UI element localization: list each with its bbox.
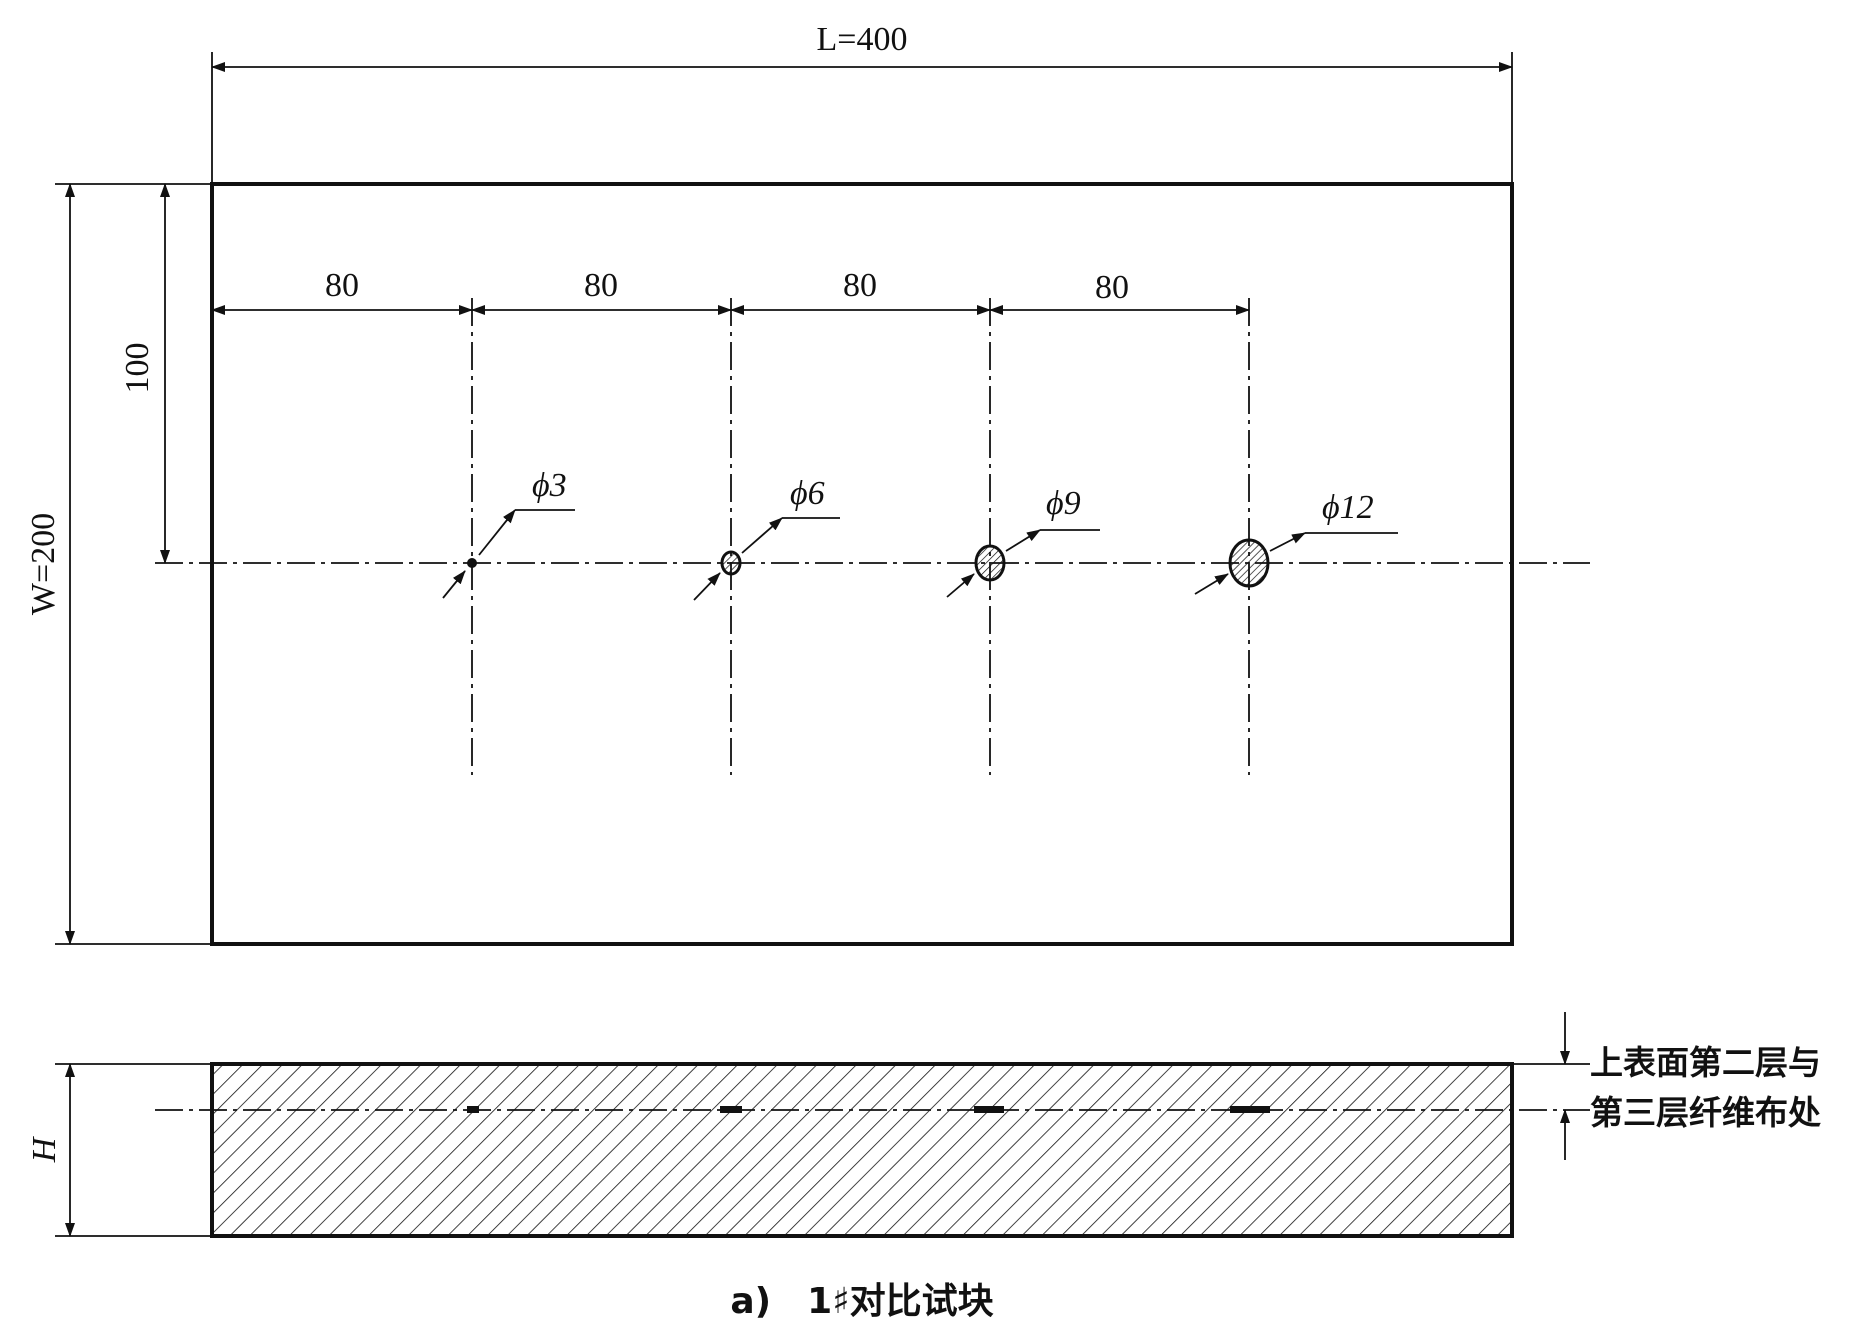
width-label: W=200 [25, 513, 62, 615]
spacing-label: 80 [843, 267, 877, 304]
row-offset-dimension: 100 [119, 183, 170, 564]
hole-phi9: ϕ9 [946, 485, 1100, 598]
hole-phi12: ϕ12 [1194, 489, 1398, 595]
spacing-label: 80 [325, 267, 359, 304]
spacing-label: 80 [584, 267, 618, 304]
layer-depth-indicator [1512, 1012, 1590, 1160]
height-label: H [26, 1135, 63, 1163]
width-dimension: W=200 [25, 183, 212, 945]
hole-label: ϕ9 [1046, 485, 1081, 522]
figure-caption: a) 1♯对比试块 [730, 1281, 993, 1322]
hole-label: ϕ3 [532, 467, 567, 504]
section-view [155, 1062, 1590, 1238]
spacing-label: 80 [1095, 269, 1129, 306]
hole-vertical-centerlines [471, 298, 1250, 775]
layer-note-line2: 第三层纤维布处 [1590, 1093, 1821, 1132]
plan-view-outline [210, 182, 1514, 946]
spacing-dimension-chain: 80 80 80 80 [211, 267, 1250, 315]
hole-phi6: ϕ6 [693, 475, 840, 601]
hole-label: ϕ6 [790, 475, 825, 512]
length-label: L=400 [817, 21, 908, 58]
layer-note-line1: 上表面第二层与 [1590, 1043, 1821, 1082]
height-dimension: H [26, 1063, 212, 1237]
hole-phi3: ϕ3 [442, 467, 575, 599]
hole-label: ϕ12 [1322, 489, 1374, 526]
length-dimension: L=400 [211, 21, 1513, 184]
row-offset-label: 100 [119, 343, 156, 394]
